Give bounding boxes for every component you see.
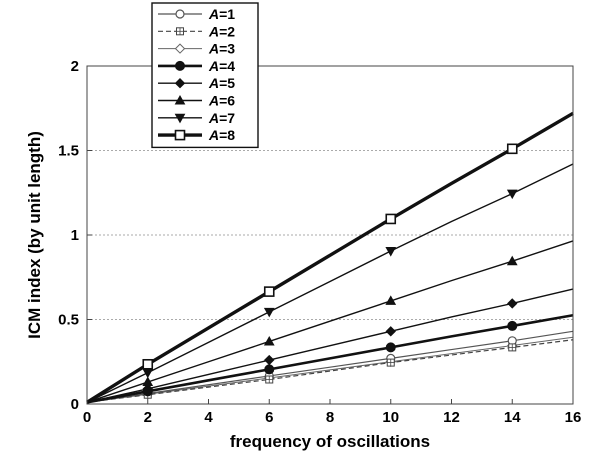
legend-box <box>151 2 259 149</box>
data-point <box>264 364 275 375</box>
legend-item: A=2 <box>158 23 235 39</box>
legend-item: A=1 <box>158 6 235 22</box>
data-point <box>142 376 154 387</box>
data-point <box>263 307 275 318</box>
series-line <box>86 111 574 404</box>
x-tick-label: 14 <box>504 409 521 426</box>
legend-item: A=5 <box>158 75 235 91</box>
legend-marker <box>174 113 186 124</box>
legend-label: A=8 <box>208 127 235 143</box>
data-point <box>385 326 396 337</box>
x-tick-label: 2 <box>144 409 152 426</box>
series-line <box>86 313 574 404</box>
x-tick-label: 6 <box>265 409 273 426</box>
legend-marker <box>174 94 186 105</box>
data-point <box>142 358 154 370</box>
legend-marker <box>176 27 184 36</box>
series-A-4 <box>86 313 574 404</box>
y-axis-label: ICM index (by unit length) <box>25 131 44 339</box>
series-A-6 <box>86 240 574 403</box>
series-line <box>86 288 574 403</box>
legend-item: A=4 <box>158 58 235 74</box>
data-point <box>385 342 396 353</box>
data-point <box>265 375 274 384</box>
legend-item: A=6 <box>158 93 235 109</box>
data-point <box>508 343 517 352</box>
legend-marker <box>174 129 186 141</box>
x-tick-label: 12 <box>443 409 460 426</box>
series-line <box>86 339 574 403</box>
legend-marker <box>174 43 186 54</box>
series-layer <box>86 111 574 404</box>
series-A-8 <box>86 111 574 404</box>
data-point <box>142 386 153 397</box>
series-line <box>86 240 574 403</box>
legend-item: A=3 <box>158 41 235 57</box>
legend-label: A=5 <box>208 75 235 91</box>
legend-item: A=8 <box>158 127 235 143</box>
series-A-7 <box>86 163 574 403</box>
y-tick-label: 0 <box>71 396 79 413</box>
data-point <box>506 255 518 266</box>
legend-label: A=6 <box>208 93 235 109</box>
series-line <box>86 163 574 403</box>
legend-marker <box>174 77 186 89</box>
data-point <box>506 143 518 155</box>
data-point <box>385 247 397 257</box>
data-point <box>385 295 397 305</box>
x-tick-label: 0 <box>83 409 91 426</box>
legend-label: A=3 <box>208 41 235 57</box>
legend-marker <box>175 60 185 71</box>
x-tick-label: 10 <box>382 409 399 426</box>
data-point <box>263 286 275 297</box>
legend-label: A=2 <box>208 23 235 39</box>
legend: A=1A=2 A=3A=4A=5 A=6A=7A=8 <box>151 2 259 149</box>
data-point <box>507 320 518 331</box>
x-tick-label: 16 <box>565 409 582 426</box>
data-point <box>263 335 275 346</box>
y-tick-label: 1 <box>71 227 79 244</box>
data-point <box>386 358 395 367</box>
x-tick-label: 8 <box>326 409 334 426</box>
y-tick-label: 1.5 <box>58 143 79 160</box>
axis-ticks: 0 2 4 6 8 10 12 14 16 0 0.5 1 1.5 2 <box>58 58 581 426</box>
legend-label: A=4 <box>208 58 235 74</box>
data-point <box>385 213 397 225</box>
data-point <box>507 298 518 309</box>
grid-lines <box>87 150 573 320</box>
y-tick-label: 2 <box>71 58 79 75</box>
x-tick-label: 4 <box>204 409 213 426</box>
y-tick-label: 0.5 <box>58 312 79 329</box>
legend-label: A=7 <box>208 110 235 126</box>
series-line <box>86 330 574 403</box>
data-point <box>506 189 518 200</box>
series-line <box>86 336 574 403</box>
x-axis-label: frequency of oscillations <box>230 432 430 451</box>
legend-marker <box>175 9 185 19</box>
legend-item: A=7 <box>158 110 235 126</box>
legend-label: A=1 <box>208 6 235 22</box>
